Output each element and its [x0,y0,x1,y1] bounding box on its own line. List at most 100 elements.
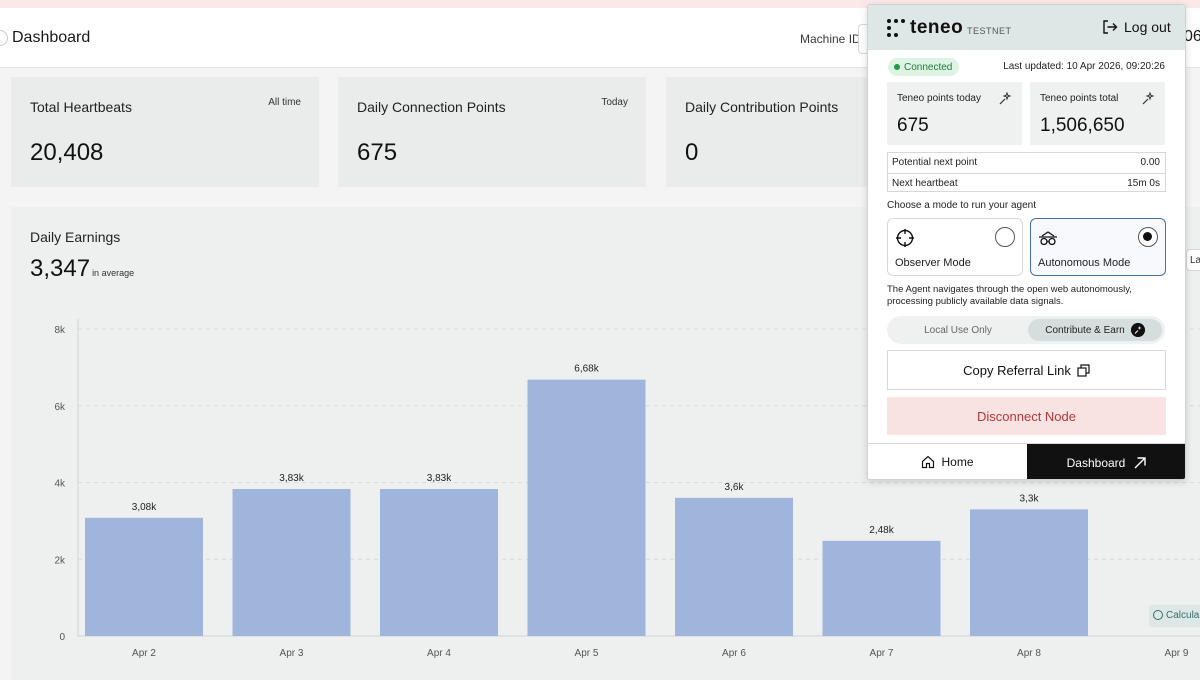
status-dot-icon [894,64,900,70]
card-period-tag: All time [268,97,301,108]
card-title: Daily Contribution Points [685,99,839,115]
chart-title: Daily Earnings [30,229,121,245]
nav-home-label: Home [941,454,974,469]
bar-data-label: 2,48k [869,525,894,536]
toggle-label: Contribute & Earn [1045,324,1125,336]
x-tick-label: Apr 8 [1017,648,1041,659]
bar-data-label: 3,83k [279,473,304,484]
range-select-peek[interactable]: Last [1186,249,1200,271]
bar-data-label: 3,83k [427,473,452,484]
machine-id-value-peek: 06 [1184,28,1200,45]
info-row-potential-next-point: Potential next point 0.00 [888,153,1165,172]
clock-icon [1153,610,1163,620]
average-value: 3,347 [30,255,91,282]
x-tick-label: Apr 2 [132,648,156,659]
x-tick-label: Apr 9 [1165,648,1189,659]
points-today-box: Teneo points today 675 [887,82,1022,145]
daily-earnings-chart: 0 2k 4k 6k 8k 3,08k Apr 2 3,83k Apr 3 3,83k Apr 4 6… [54,319,1200,659]
points-today-value: 675 [897,115,929,136]
card-period-tag: Today [601,97,628,108]
page-title: Dashboard [12,29,91,46]
external-link-arrow-icon [1134,457,1147,469]
logout-button[interactable]: Log out [1102,19,1171,35]
mode-option-autonomous[interactable]: Autonomous Mode [1030,218,1166,276]
mode-radio-selected[interactable] [1138,227,1158,247]
nav-home-tab[interactable]: Home [868,444,1027,479]
agent-glasses-icon [1039,231,1057,246]
card-value: 0 [685,139,699,166]
disconnect-node-button[interactable]: Disconnect Node [887,397,1166,435]
x-tick-label: Apr 4 [427,648,451,659]
card-value: 20,408 [30,139,104,166]
earnings-average: 3,347 in average [30,255,134,283]
bar [527,379,646,636]
x-tick-label: Apr 6 [722,648,746,659]
calculation-label: Calcula [1166,610,1200,621]
copy-referral-label: Copy Referral Link [963,362,1071,378]
y-tick-label: 8k [54,325,66,336]
bar-data-label: 3,6k [725,482,745,493]
nav-dashboard-label: Dashboard [1066,456,1126,470]
x-tick-label: Apr 3 [280,648,304,659]
y-tick-label: 2k [54,555,66,566]
mode-radio[interactable] [995,227,1015,247]
points-total-value: 1,506,650 [1040,115,1125,136]
teneo-logo-icon [887,19,905,37]
card-daily-contribution-points: Daily Contribution Points 0 [666,77,896,187]
usage-toggle: Local Use Only Contribute & Earn [887,316,1165,344]
info-key: Potential next point [892,157,978,168]
info-row-next-heartbeat: Next heartbeat 15m 0s [888,173,1165,192]
bar [822,540,941,636]
x-tick-label: Apr 5 [575,648,599,659]
card-title: Daily Connection Points [357,99,506,115]
status-text: Connected [904,61,953,73]
network-label: TESTNET [967,26,1012,36]
x-tick-label: Apr 7 [870,648,894,659]
copy-icon [1077,363,1090,377]
bar [675,497,793,636]
connection-status-badge: Connected [888,58,960,76]
machine-id-label: Machine ID [800,32,861,46]
calculation-button-peek[interactable]: Calcula [1149,605,1200,627]
mode-description: The Agent navigates through the open web… [887,284,1132,307]
browser-top-strip [0,0,1200,8]
toggle-local-use-only[interactable]: Local Use Only [890,319,1026,341]
last-updated: Last updated: 10 Apr 2026, 09:20:26 [1003,61,1165,72]
points-total-label: Teneo points total [1040,93,1119,104]
logout-label: Log out [1124,19,1171,35]
node-info-table: Potential next point 0.00 Next heartbeat… [887,152,1166,192]
bar-data-label: 3,08k [132,502,157,513]
logout-icon [1103,20,1118,34]
sparkle-icon [1142,92,1155,105]
popup-header: teneo TESTNET Log out [868,5,1185,50]
copy-referral-link-button[interactable]: Copy Referral Link [887,350,1166,390]
sparkle-icon [999,92,1012,105]
average-suffix: in average [92,268,135,278]
crosshair-icon [896,229,914,247]
bar [970,509,1088,636]
card-title: Total Heartbeats [30,99,132,115]
extension-popup: teneo TESTNET Log out Connected Last upd… [867,4,1186,480]
popup-bottom-nav: Home Dashboard [868,443,1185,479]
points-today-label: Teneo points today [897,93,981,104]
bar [85,517,203,636]
mode-name: Autonomous Mode [1038,257,1131,269]
y-tick-label: 4k [54,479,66,490]
mode-name: Observer Mode [895,257,971,269]
card-value: 675 [357,139,398,166]
info-value: 0.00 [1140,157,1160,168]
teneo-logo-text: teneo [910,17,964,38]
sparkle-badge-icon [1130,323,1145,337]
bar [380,489,498,636]
info-key: Next heartbeat [892,178,958,189]
nav-dashboard-link[interactable]: Dashboard [1027,444,1185,479]
mode-option-observer[interactable]: Observer Mode [887,218,1023,276]
menu-toggle-icon[interactable] [0,30,8,46]
card-total-heartbeats: Total Heartbeats All time 20,408 [11,77,319,187]
bar-data-label: 6,68k [574,364,599,375]
card-daily-connection-points: Daily Connection Points Today 675 [338,77,646,187]
toggle-contribute-earn[interactable]: Contribute & Earn [1028,319,1162,341]
y-tick-label: 0 [59,632,65,643]
points-total-box: Teneo points total 1,506,650 [1030,82,1165,145]
mode-prompt: Choose a mode to run your agent [887,200,1036,211]
